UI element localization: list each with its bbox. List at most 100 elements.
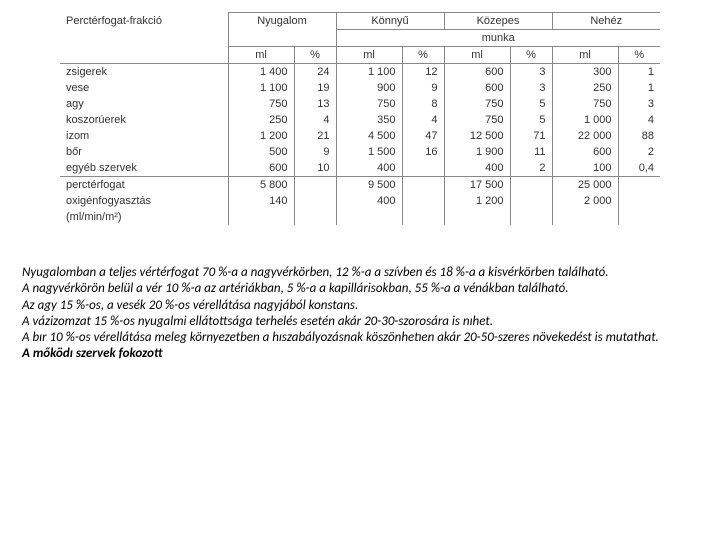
table-cell: 2 [618, 144, 660, 160]
table-cell: 1 200 [444, 193, 510, 209]
table-cell: 1 200 [228, 128, 294, 144]
caption-line: A nagyvérkörön belül a vér 10 %-a az art… [22, 281, 569, 296]
table-cell: 400 [336, 193, 402, 209]
table-cell: 11 [510, 144, 552, 160]
table-cell: 24 [294, 64, 336, 81]
table-cell [552, 209, 618, 225]
col-group-nyugalom: Nyugalom [228, 13, 336, 47]
munka-header: munka [336, 30, 660, 47]
table-cell: 600 [228, 160, 294, 177]
table-cell: 250 [228, 112, 294, 128]
table-cell [510, 209, 552, 225]
table-cell: 5 [510, 112, 552, 128]
table-cell: 600 [552, 144, 618, 160]
row-label: agy [60, 96, 228, 112]
subhead-ml: ml [552, 47, 618, 64]
table-cell: 22 000 [552, 128, 618, 144]
table-cell: 750 [228, 96, 294, 112]
table-cell [618, 177, 660, 194]
row-label: bőr [60, 144, 228, 160]
perfusion-table: Perctérfogat-frakció Nyugalom Könnyű Köz… [60, 12, 660, 225]
row-label: (ml/min/m²) [60, 209, 228, 225]
table-cell: 5 [510, 96, 552, 112]
table-cell [402, 177, 444, 194]
table-cell: 3 [510, 64, 552, 81]
row-label: izom [60, 128, 228, 144]
table-cell: 1 100 [228, 80, 294, 96]
subhead-ml: ml [228, 47, 294, 64]
subhead-pct: % [510, 47, 552, 64]
data-table-container: Perctérfogat-frakció Nyugalom Könnyű Köz… [60, 12, 660, 225]
table-cell: 750 [552, 96, 618, 112]
table-cell: 1 500 [336, 144, 402, 160]
row-label: vese [60, 80, 228, 96]
table-cell [336, 209, 402, 225]
table-cell: 4 [402, 112, 444, 128]
table-cell [618, 193, 660, 209]
subhead-pct: % [294, 47, 336, 64]
table-cell: 8 [402, 96, 444, 112]
table-cell: 5 800 [228, 177, 294, 194]
caption-line: Az agy 15 %-os, a vesék 20 %-os vérellát… [22, 298, 358, 313]
table-cell: 25 000 [552, 177, 618, 194]
table-cell: 3 [618, 96, 660, 112]
row-label: perctérfogat [60, 177, 228, 194]
table-cell: 1 400 [228, 64, 294, 81]
table-cell [402, 193, 444, 209]
table-cell: 400 [336, 160, 402, 177]
table-cell: 3 [510, 80, 552, 96]
subhead-ml: ml [444, 47, 510, 64]
table-cell: 4 [618, 112, 660, 128]
subhead-pct: % [618, 47, 660, 64]
table-cell: 350 [336, 112, 402, 128]
row-label: egyéb szervek [60, 160, 228, 177]
row-label: zsigerek [60, 64, 228, 81]
table-cell: 2 [510, 160, 552, 177]
table-cell: 12 [402, 64, 444, 81]
table-cell: 9 [294, 144, 336, 160]
col-group-konnyu: Könnyű [336, 13, 444, 30]
caption-text: Nyugalomban a teljes vértérfogat 70 %-a … [22, 265, 698, 363]
table-cell [402, 160, 444, 177]
table-cell: 250 [552, 80, 618, 96]
table-cell: 16 [402, 144, 444, 160]
table-cell: 12 500 [444, 128, 510, 144]
table-cell: 300 [552, 64, 618, 81]
table-cell: 19 [294, 80, 336, 96]
caption-line: A vázizomzat 15 %-os nyugalmi ellátottsá… [22, 314, 493, 329]
row-label: koszorúerek [60, 112, 228, 128]
table-cell: 750 [444, 112, 510, 128]
row-label: oxigénfogyasztás [60, 193, 228, 209]
caption-line: A mőködı szervek fokozott [22, 346, 163, 361]
table-cell [510, 177, 552, 194]
table-cell [618, 209, 660, 225]
table-cell: 1 000 [552, 112, 618, 128]
subhead-ml: ml [336, 47, 402, 64]
table-cell: 4 500 [336, 128, 402, 144]
table-cell: 500 [228, 144, 294, 160]
table-cell [294, 193, 336, 209]
table-cell: 600 [444, 64, 510, 81]
table-cell: 100 [552, 160, 618, 177]
table-cell: 10 [294, 160, 336, 177]
table-cell [228, 209, 294, 225]
table-cell: 1 100 [336, 64, 402, 81]
table-cell [444, 209, 510, 225]
col-group-nehez: Nehéz [552, 13, 660, 30]
table-cell: 2 000 [552, 193, 618, 209]
table-cell: 9 [402, 80, 444, 96]
table-cell: 750 [336, 96, 402, 112]
table-cell: 600 [444, 80, 510, 96]
table-cell: 400 [444, 160, 510, 177]
table-cell: 9 500 [336, 177, 402, 194]
table-cell: 71 [510, 128, 552, 144]
table-cell: 88 [618, 128, 660, 144]
corner-header: Perctérfogat-frakció [60, 13, 228, 64]
table-cell: 140 [228, 193, 294, 209]
table-cell: 0,4 [618, 160, 660, 177]
subhead-pct: % [402, 47, 444, 64]
table-cell [402, 209, 444, 225]
caption-line: Nyugalomban a teljes vértérfogat 70 %-a … [22, 265, 609, 280]
table-cell: 1 [618, 64, 660, 81]
col-group-kozepes: Közepes [444, 13, 552, 30]
